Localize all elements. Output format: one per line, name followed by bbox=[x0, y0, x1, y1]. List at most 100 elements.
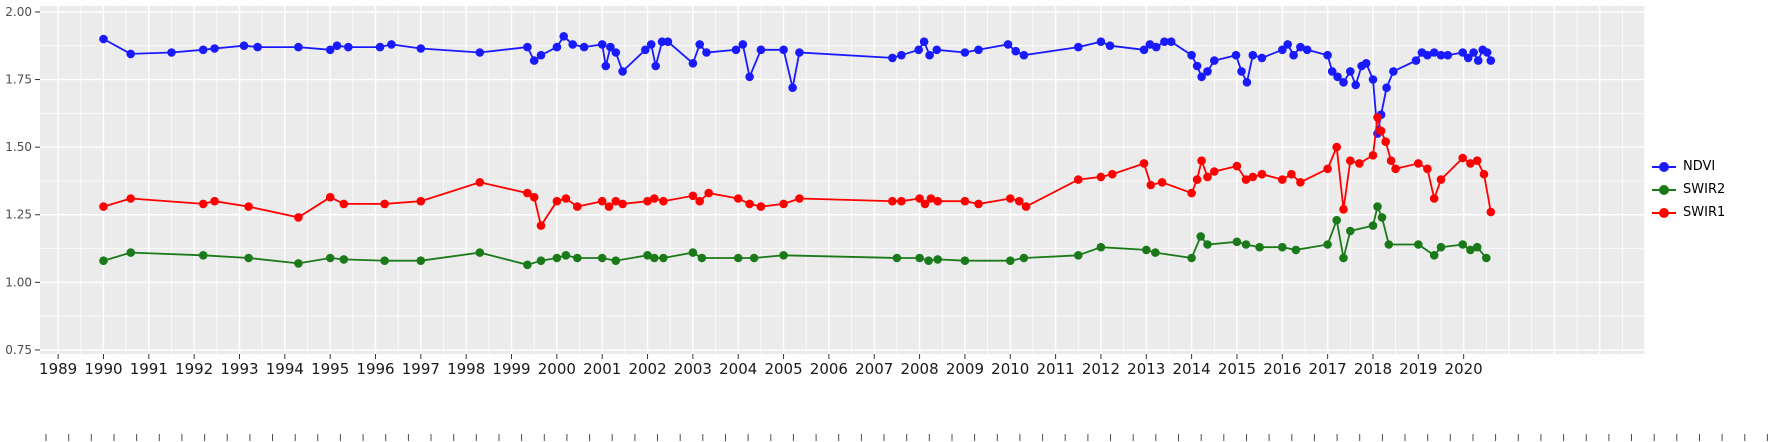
x-tick-label: 2002 bbox=[628, 360, 666, 378]
x-tick-label: 2004 bbox=[719, 360, 757, 378]
swir1-legend-key-icon bbox=[1652, 206, 1676, 220]
swir1-point bbox=[1323, 164, 1332, 174]
swir2-point bbox=[749, 253, 759, 263]
ndvi-point bbox=[788, 83, 797, 92]
series-ndvi bbox=[99, 32, 1496, 138]
ndvi-point bbox=[1197, 72, 1206, 82]
ndvi-point bbox=[387, 40, 396, 49]
legend: NDVI SWIR2 SWIR1 bbox=[1652, 160, 1725, 220]
swir1-point bbox=[1248, 172, 1258, 182]
swir1-point bbox=[1287, 169, 1296, 179]
ndvi-point bbox=[1074, 42, 1083, 52]
x-tick-label: 1991 bbox=[130, 360, 168, 378]
swir1-point bbox=[611, 196, 621, 206]
ndvi-point bbox=[475, 48, 485, 57]
swir2-point bbox=[1187, 253, 1196, 263]
swir1-point bbox=[1021, 202, 1031, 211]
swir2-point bbox=[960, 256, 970, 266]
ndvi-point bbox=[126, 49, 135, 59]
ndvi-point bbox=[344, 42, 353, 52]
swir2-point bbox=[198, 251, 208, 260]
swir1-point bbox=[1429, 194, 1439, 203]
x-tick-label: 1992 bbox=[175, 360, 213, 378]
swir2-point bbox=[561, 251, 571, 260]
ndvi-point bbox=[1346, 67, 1355, 76]
legend-item-swir1: SWIR1 bbox=[1652, 206, 1725, 220]
swir1-point bbox=[1197, 156, 1206, 165]
ndvi-point bbox=[1003, 40, 1013, 49]
swir2-legend-key-icon bbox=[1652, 183, 1676, 197]
x-tick-label: 2015 bbox=[1218, 360, 1256, 378]
ndvi-point bbox=[651, 61, 660, 71]
y-tick-label: 1.25 bbox=[5, 208, 32, 222]
swir1-point bbox=[643, 196, 652, 206]
swir1-point bbox=[552, 196, 562, 206]
swir1-point bbox=[688, 191, 698, 201]
swir1-point bbox=[1296, 178, 1305, 187]
y-tick-label: 2.00 bbox=[5, 5, 32, 19]
ndvi-point bbox=[1203, 67, 1212, 76]
ndvi-point bbox=[1389, 67, 1398, 76]
ndvi-point bbox=[914, 45, 923, 55]
ndvi-point bbox=[552, 42, 562, 52]
swir2-point bbox=[1458, 240, 1467, 249]
ndvi-point bbox=[536, 50, 546, 60]
ndvi-point bbox=[663, 37, 673, 46]
swir1-point bbox=[1241, 175, 1251, 184]
ndvi-point bbox=[1248, 50, 1258, 60]
ndvi-point bbox=[198, 45, 208, 55]
x-tick-label: 2018 bbox=[1354, 360, 1392, 378]
ndvi-point bbox=[1443, 50, 1453, 60]
x-tick-label: 2016 bbox=[1263, 360, 1301, 378]
ndvi-point bbox=[529, 56, 539, 65]
ndvi-point bbox=[1351, 80, 1360, 90]
swir1-point bbox=[529, 192, 539, 202]
swir2-point bbox=[1373, 202, 1382, 211]
ndvi-point bbox=[745, 72, 754, 82]
ndvi-point bbox=[1436, 50, 1446, 60]
ndvi-point bbox=[1423, 50, 1432, 60]
x-tick-label: 1993 bbox=[220, 360, 258, 378]
ndvi-point bbox=[795, 48, 804, 57]
swir2-point bbox=[1151, 248, 1160, 257]
swir2-point bbox=[1074, 251, 1083, 260]
swir2-point bbox=[1368, 221, 1378, 230]
swir2-point bbox=[552, 253, 562, 263]
swir2-point bbox=[244, 253, 253, 263]
ndvi-point bbox=[1429, 48, 1439, 57]
ndvi-point bbox=[579, 42, 589, 52]
swir2-point bbox=[915, 253, 924, 263]
x-tick-label: 2003 bbox=[674, 360, 712, 378]
plot-panel bbox=[40, 6, 1645, 354]
swir2-point bbox=[380, 256, 389, 266]
ndvi-point bbox=[738, 40, 748, 49]
swir1-point bbox=[888, 196, 897, 206]
swir1-point bbox=[1479, 169, 1489, 179]
ndvi-point bbox=[756, 45, 766, 55]
ndvi-point bbox=[688, 59, 698, 68]
ndvi-point bbox=[1323, 50, 1332, 60]
x-tick-label: 2011 bbox=[1036, 360, 1074, 378]
ndvi-point bbox=[1210, 56, 1219, 65]
ndvi-point bbox=[925, 50, 934, 60]
swir1-point bbox=[1006, 194, 1015, 203]
swir2-point bbox=[523, 260, 532, 270]
swir2-point bbox=[1436, 242, 1446, 252]
swir2-point bbox=[99, 256, 108, 266]
x-tick-label: 2000 bbox=[538, 360, 576, 378]
swir2-point bbox=[1429, 251, 1439, 260]
x-tick-label: 1994 bbox=[266, 360, 304, 378]
legend-label-swir1: SWIR1 bbox=[1683, 205, 1726, 220]
x-tick-label: 2020 bbox=[1445, 360, 1483, 378]
ndvi-point bbox=[597, 40, 607, 49]
x-tick-label: 1998 bbox=[447, 360, 485, 378]
legend-label-swir2: SWIR2 bbox=[1683, 182, 1726, 197]
swir2-point bbox=[294, 259, 303, 268]
swir1-point bbox=[1386, 156, 1396, 165]
swir1-point bbox=[1391, 164, 1400, 174]
swir1-point bbox=[1339, 205, 1348, 214]
y-tick-label: 1.00 bbox=[5, 275, 32, 289]
ndvi-point bbox=[974, 45, 983, 55]
swir1-point bbox=[1192, 175, 1202, 184]
ndvi-point bbox=[294, 42, 303, 52]
